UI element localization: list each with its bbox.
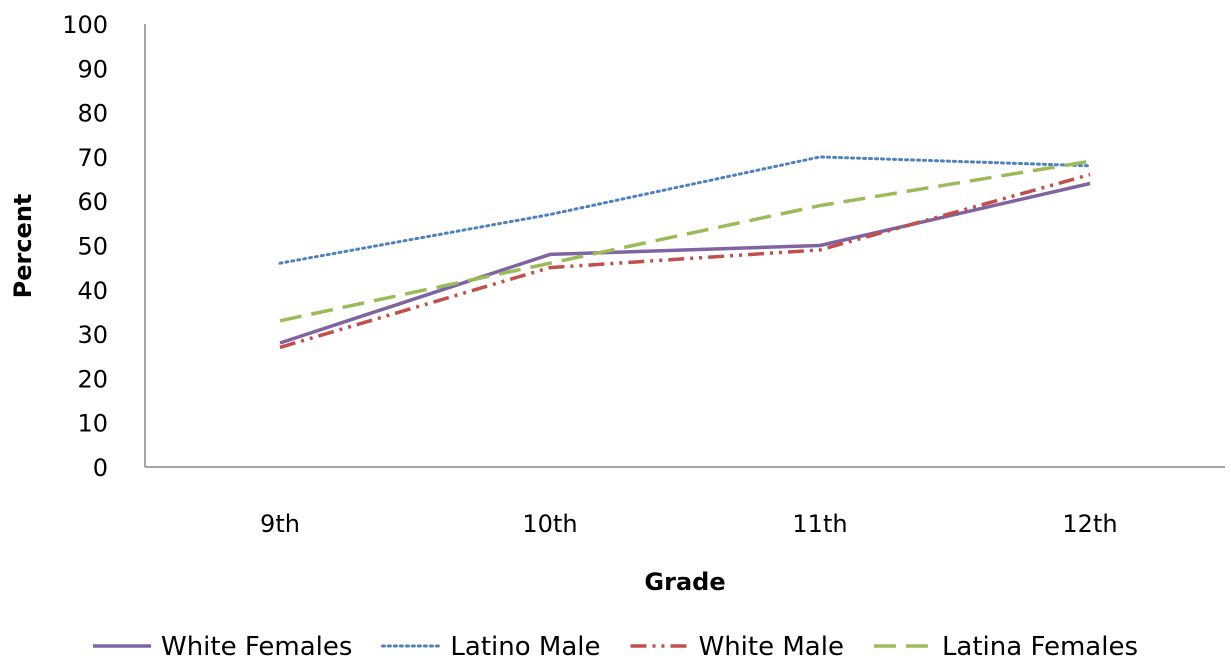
y-tick-label: 0 bbox=[93, 454, 108, 482]
series-line-white-male bbox=[280, 175, 1090, 348]
legend-label: Latina Females bbox=[942, 632, 1138, 662]
y-axis-title: Percent bbox=[9, 194, 37, 299]
legend-label: Latino Male bbox=[450, 632, 600, 662]
y-tick-label: 20 bbox=[77, 365, 108, 393]
x-tick-label: 9th bbox=[260, 510, 300, 538]
legend-item-white-females: White Females bbox=[93, 632, 352, 662]
x-tick-labels: 9th 10th 11th 12th bbox=[260, 510, 1118, 538]
series-line-white-females bbox=[280, 184, 1090, 344]
y-tick-label: 50 bbox=[77, 233, 108, 261]
y-tick-labels: 0 10 20 30 40 50 60 70 80 90 100 bbox=[62, 11, 108, 482]
y-tick-label: 90 bbox=[77, 55, 108, 83]
x-tick-label: 10th bbox=[522, 510, 577, 538]
series-line-latina-females bbox=[280, 161, 1090, 320]
x-tick-label: 12th bbox=[1062, 510, 1117, 538]
legend-label: White Male bbox=[698, 632, 843, 662]
y-tick-label: 100 bbox=[62, 11, 108, 39]
y-tick-label: 30 bbox=[77, 321, 108, 349]
legend-item-white-male: White Male bbox=[630, 632, 843, 662]
y-tick-label: 40 bbox=[77, 277, 108, 305]
legend-label: White Females bbox=[161, 632, 352, 662]
legend-item-latina-females: Latina Females bbox=[874, 632, 1138, 662]
y-tick-label: 80 bbox=[77, 100, 108, 128]
y-tick-label: 60 bbox=[77, 188, 108, 216]
legend-item-latino-male: Latino Male bbox=[382, 632, 600, 662]
y-tick-label: 10 bbox=[77, 410, 108, 438]
legend: White Females Latino Male White Male Latina… bbox=[93, 632, 1138, 662]
series-lines bbox=[280, 157, 1090, 348]
x-axis-title: Grade bbox=[644, 568, 725, 596]
x-tick-label: 11th bbox=[792, 510, 847, 538]
y-tick-label: 70 bbox=[77, 144, 108, 172]
